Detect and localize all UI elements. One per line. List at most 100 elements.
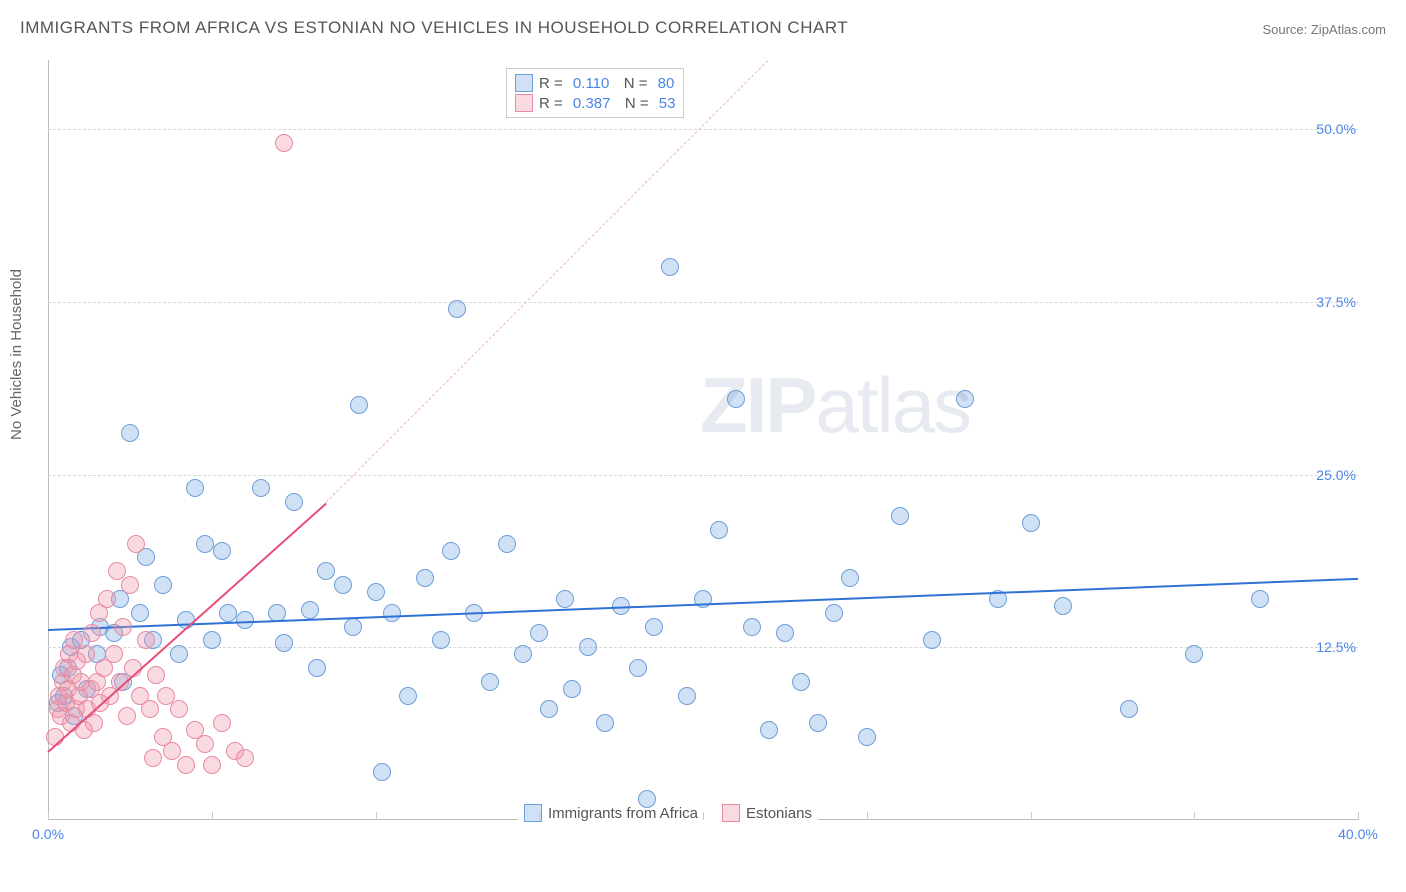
stat-n-label: N = <box>616 95 648 112</box>
scatter-point <box>727 390 745 408</box>
scatter-point <box>563 680 581 698</box>
gridline-h <box>48 647 1358 648</box>
scatter-point <box>144 749 162 767</box>
scatter-point <box>275 134 293 152</box>
x-tick-mark <box>539 812 540 820</box>
scatter-point <box>1251 590 1269 608</box>
scatter-point <box>638 790 656 808</box>
scatter-point <box>1022 514 1040 532</box>
scatter-point <box>743 618 761 636</box>
scatter-point <box>858 728 876 746</box>
scatter-point <box>317 562 335 580</box>
scatter-point <box>678 687 696 705</box>
scatter-point <box>177 756 195 774</box>
scatter-point <box>399 687 417 705</box>
scatter-point <box>203 631 221 649</box>
scatter-point <box>213 542 231 560</box>
legend-item: Immigrants from Africa <box>524 804 698 822</box>
scatter-point <box>1054 597 1072 615</box>
y-tick-label: 37.5% <box>1316 294 1356 310</box>
stat-r-value: 0.110 <box>569 75 610 92</box>
stat-r-value: 0.387 <box>569 95 611 112</box>
y-axis-label: No Vehicles in Household <box>8 269 25 440</box>
legend-label: Estonians <box>746 805 812 822</box>
x-tick-mark <box>703 812 704 820</box>
scatter-point <box>308 659 326 677</box>
x-tick-mark <box>48 812 49 820</box>
x-tick-mark <box>1194 812 1195 820</box>
scatter-point <box>923 631 941 649</box>
chart-title: IMMIGRANTS FROM AFRICA VS ESTONIAN NO VE… <box>20 18 848 38</box>
x-tick-mark <box>1358 812 1359 820</box>
legend-swatch <box>515 74 533 92</box>
scatter-point <box>252 479 270 497</box>
scatter-point <box>83 624 101 642</box>
scatter-point <box>442 542 460 560</box>
scatter-point <box>891 507 909 525</box>
x-tick-label: 0.0% <box>32 826 64 842</box>
x-tick-mark <box>376 812 377 820</box>
scatter-point <box>956 390 974 408</box>
scatter-point <box>530 624 548 642</box>
scatter-point <box>236 611 254 629</box>
scatter-point <box>825 604 843 622</box>
gridline-h <box>48 302 1358 303</box>
y-tick-label: 12.5% <box>1316 639 1356 655</box>
gridline-h <box>48 475 1358 476</box>
scatter-point <box>1120 700 1138 718</box>
scatter-point <box>213 714 231 732</box>
scatter-point <box>121 424 139 442</box>
scatter-point <box>98 590 116 608</box>
scatter-point <box>170 700 188 718</box>
scatter-point <box>596 714 614 732</box>
scatter-point <box>661 258 679 276</box>
scatter-point <box>219 604 237 622</box>
legend-label: Immigrants from Africa <box>548 805 698 822</box>
stat-r-label: R = <box>539 75 563 92</box>
scatter-point <box>629 659 647 677</box>
series-legend: Immigrants from Africa Estonians <box>518 804 818 822</box>
scatter-point <box>579 638 597 656</box>
scatter-point <box>344 618 362 636</box>
stats-legend-row: R = 0.110 N = 80 <box>515 73 675 93</box>
trend-line <box>326 60 769 503</box>
scatter-point <box>645 618 663 636</box>
scatter-point <box>77 645 95 663</box>
scatter-point <box>498 535 516 553</box>
legend-item: Estonians <box>722 804 812 822</box>
stats-legend-row: R = 0.387 N = 53 <box>515 93 675 113</box>
scatter-point <box>1185 645 1203 663</box>
x-tick-mark <box>1031 812 1032 820</box>
scatter-point <box>285 493 303 511</box>
scatter-point <box>154 576 172 594</box>
x-tick-mark <box>212 812 213 820</box>
scatter-point <box>540 700 558 718</box>
stats-legend: R = 0.110 N = 80R = 0.387 N = 53 <box>506 68 684 118</box>
scatter-point <box>776 624 794 642</box>
x-tick-label: 40.0% <box>1338 826 1378 842</box>
chart-plot-area: R = 0.110 N = 80R = 0.387 N = 53 Immigra… <box>48 60 1358 820</box>
scatter-point <box>556 590 574 608</box>
scatter-point <box>170 645 188 663</box>
scatter-point <box>350 396 368 414</box>
scatter-point <box>196 535 214 553</box>
scatter-point <box>383 604 401 622</box>
scatter-point <box>301 601 319 619</box>
trend-line <box>48 578 1358 631</box>
legend-swatch <box>722 804 740 822</box>
scatter-point <box>186 479 204 497</box>
scatter-point <box>481 673 499 691</box>
scatter-point <box>236 749 254 767</box>
scatter-point <box>118 707 136 725</box>
scatter-point <box>760 721 778 739</box>
scatter-point <box>373 763 391 781</box>
scatter-point <box>432 631 450 649</box>
scatter-point <box>147 666 165 684</box>
stat-r-label: R = <box>539 95 563 112</box>
stat-n-label: N = <box>615 75 647 92</box>
stat-n-value: 53 <box>655 95 676 112</box>
scatter-point <box>114 618 132 636</box>
scatter-point <box>367 583 385 601</box>
y-tick-label: 50.0% <box>1316 121 1356 137</box>
scatter-point <box>105 645 123 663</box>
